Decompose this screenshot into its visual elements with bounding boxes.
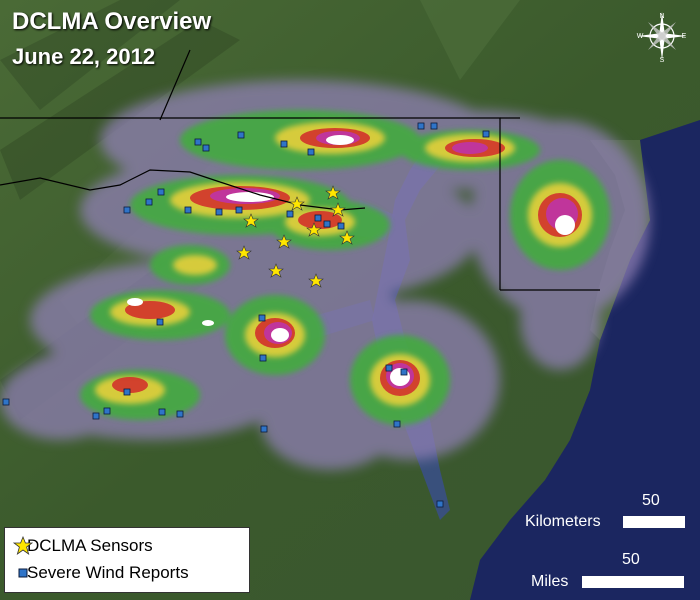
scale-mi-label: Miles: [531, 573, 569, 590]
wind-report: [103, 407, 111, 415]
sensor-star: [306, 222, 322, 237]
wind-report: [123, 388, 131, 396]
wind-report: [400, 368, 408, 376]
sensor-star: [339, 230, 355, 245]
scale-mi-value: 50: [622, 551, 640, 568]
square-icon: [18, 568, 28, 578]
wind-report: [307, 148, 315, 156]
wind-report: [156, 318, 164, 326]
wind-report: [337, 222, 345, 230]
map-legend: DCLMA Sensors Severe Wind Reports: [4, 527, 250, 593]
scale-km-label: Kilometers: [525, 513, 601, 530]
wind-report: [286, 210, 294, 218]
sensor-star: [236, 245, 252, 260]
legend-row-sensors: DCLMA Sensors: [13, 536, 153, 556]
sensor-star: [330, 202, 346, 217]
wind-report: [184, 206, 192, 214]
wind-report: [194, 138, 202, 146]
wind-report: [323, 220, 331, 228]
legend-reports-label: Severe Wind Reports: [27, 563, 189, 582]
wind-report: [176, 410, 184, 418]
wind-report: [385, 364, 393, 372]
wind-report: [2, 398, 10, 406]
compass-e: E: [682, 33, 687, 40]
wind-report: [123, 206, 131, 214]
wind-report: [258, 314, 266, 322]
map-title: DCLMA Overview: [12, 8, 212, 35]
wind-report: [436, 500, 444, 508]
compass-w: W: [637, 33, 644, 40]
wind-report: [92, 412, 100, 420]
wind-report: [215, 208, 223, 216]
wind-report-markers: [2, 122, 490, 508]
wind-report: [235, 206, 243, 214]
sensor-markers: [236, 185, 355, 288]
sensor-star: [325, 185, 341, 200]
sensor-star: [276, 234, 292, 249]
scale-km-value: 50: [642, 492, 660, 509]
scale-km-bar: [623, 516, 685, 528]
compass-s: S: [660, 57, 665, 64]
sensor-star: [308, 273, 324, 288]
map-date: June 22, 2012: [12, 44, 156, 69]
radar-reflectivity: [0, 80, 650, 470]
wind-report: [280, 140, 288, 148]
wind-report: [260, 425, 268, 433]
compass-n: N: [659, 13, 664, 20]
wind-report: [430, 122, 438, 130]
wind-report: [259, 354, 267, 362]
wind-report: [393, 420, 401, 428]
wind-report: [157, 188, 165, 196]
wind-report: [417, 122, 425, 130]
wind-report: [145, 198, 153, 206]
compass-icon: N E S W: [634, 8, 690, 64]
sensor-star: [289, 196, 305, 211]
sensor-star: [243, 213, 259, 228]
legend-sensors-label: DCLMA Sensors: [27, 536, 153, 555]
wind-report: [314, 214, 322, 222]
wind-report: [237, 131, 245, 139]
star-icon: [13, 536, 33, 555]
wind-report: [202, 144, 210, 152]
sensor-star: [268, 263, 284, 278]
wind-report: [482, 130, 490, 138]
legend-row-reports: Severe Wind Reports: [13, 563, 189, 583]
scale-mi-bar: [582, 576, 684, 588]
wind-report: [158, 408, 166, 416]
